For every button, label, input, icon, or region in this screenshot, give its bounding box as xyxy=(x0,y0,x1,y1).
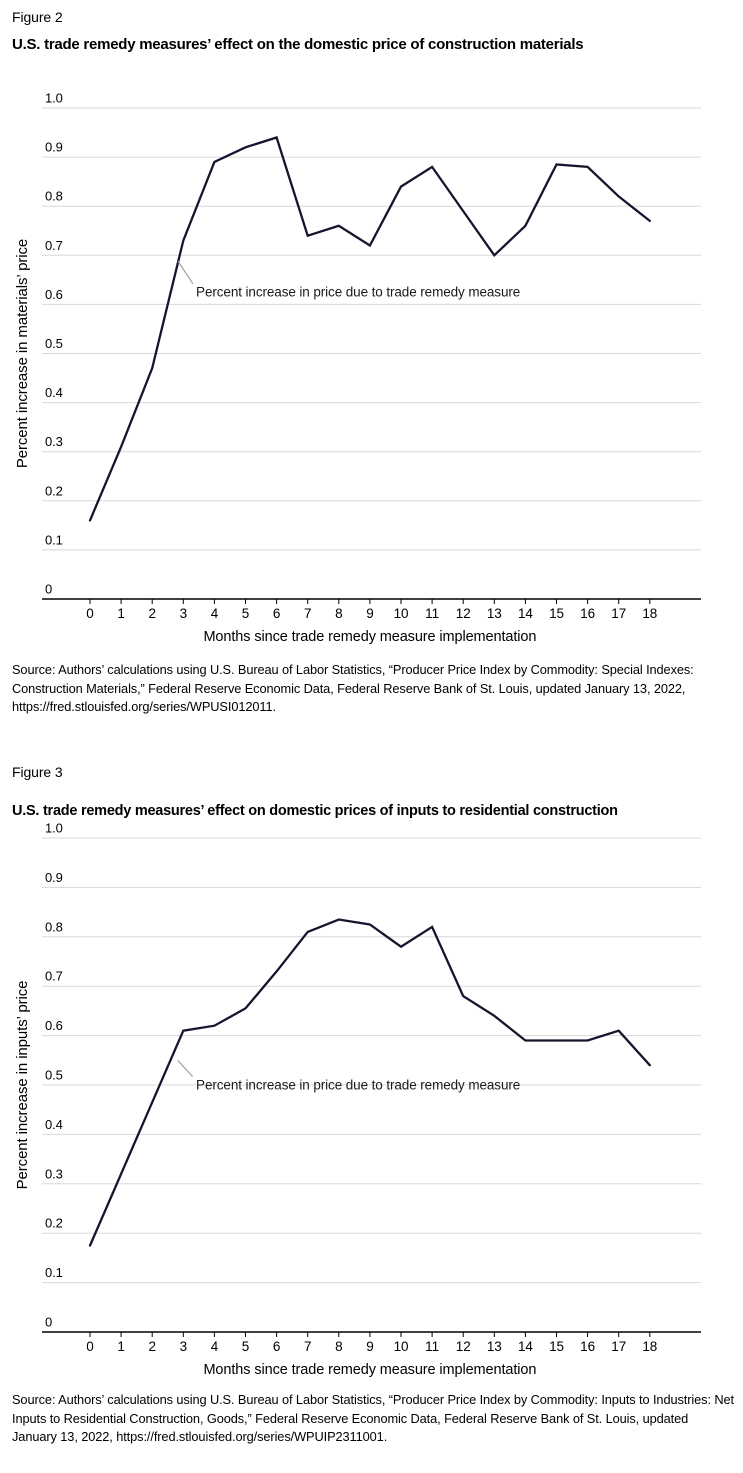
figure-3-title: U.S. trade remedy measures’ effect on do… xyxy=(12,803,618,819)
x-tick-label: 14 xyxy=(518,1339,533,1354)
y-tick-label: 0.4 xyxy=(45,385,63,400)
y-tick-label: 0.5 xyxy=(45,336,63,351)
x-tick-label: 14 xyxy=(518,606,533,621)
figure-2-label: Figure 2 xyxy=(12,9,63,25)
x-tick-label: 17 xyxy=(611,606,626,621)
x-tick-label: 5 xyxy=(242,1339,249,1354)
x-tick-label: 4 xyxy=(211,606,219,621)
y-tick-label: 0.3 xyxy=(45,434,63,449)
y-tick-label: 0.6 xyxy=(45,287,63,302)
x-axis-title: Months since trade remedy measure implem… xyxy=(203,1362,536,1378)
figure-3-label: Figure 3 xyxy=(12,764,63,780)
x-tick-label: 10 xyxy=(394,606,409,621)
x-tick-label: 3 xyxy=(180,606,187,621)
figure-2-title: U.S. trade remedy measures’ effect on th… xyxy=(12,36,584,53)
y-tick-label: 0 xyxy=(45,582,52,597)
series-line xyxy=(88,136,651,522)
annotation-label: Percent increase in price due to trade r… xyxy=(196,1078,520,1093)
y-tick-label: 0.4 xyxy=(45,1117,63,1132)
series-line xyxy=(88,918,651,1247)
y-tick-label: 0 xyxy=(45,1315,52,1330)
y-tick-label: 0.8 xyxy=(45,919,63,934)
y-tick-label: 0.2 xyxy=(45,483,63,498)
y-tick-label: 0.1 xyxy=(45,1265,63,1280)
annotation-leader-line xyxy=(177,1059,194,1078)
x-tick-label: 1 xyxy=(117,1339,124,1354)
figure-3-source: Source: Authors’ calculations using U.S.… xyxy=(12,1392,734,1444)
x-tick-label: 11 xyxy=(425,606,439,621)
x-tick-label: 0 xyxy=(86,1339,93,1354)
y-tick-label: 0.7 xyxy=(45,969,63,984)
x-tick-label: 13 xyxy=(487,1339,502,1354)
x-tick-label: 12 xyxy=(456,1339,471,1354)
x-tick-label: 4 xyxy=(211,1339,219,1354)
y-axis-title: Percent increase in inputs’ price xyxy=(14,981,31,1190)
figure-2-source: Source: Authors’ calculations using U.S.… xyxy=(12,662,694,714)
y-axis-title: Percent increase in materials’ price xyxy=(14,239,31,468)
x-tick-label: 16 xyxy=(580,1339,595,1354)
y-tick-label: 0.7 xyxy=(45,238,63,253)
x-tick-label: 13 xyxy=(487,606,502,621)
y-tick-label: 1.0 xyxy=(45,821,63,836)
x-tick-label: 11 xyxy=(425,1339,439,1354)
x-tick-label: 10 xyxy=(394,1339,409,1354)
x-tick-label: 7 xyxy=(304,1339,311,1354)
y-tick-label: 0.8 xyxy=(45,189,63,204)
x-tick-label: 3 xyxy=(180,1339,187,1354)
x-tick-label: 16 xyxy=(580,606,595,621)
x-tick-label: 7 xyxy=(304,606,311,621)
annotation-label: Percent increase in price due to trade r… xyxy=(196,285,520,300)
y-tick-label: 0.3 xyxy=(45,1166,63,1181)
y-tick-label: 0.6 xyxy=(45,1018,63,1033)
annotation-leader-line xyxy=(177,260,194,285)
x-tick-label: 8 xyxy=(335,606,342,621)
x-axis-title: Months since trade remedy measure implem… xyxy=(203,629,536,645)
x-tick-label: 9 xyxy=(366,1339,373,1354)
y-tick-label: 1.0 xyxy=(45,91,63,106)
y-tick-label: 0.1 xyxy=(45,532,63,547)
x-tick-label: 1 xyxy=(117,606,124,621)
y-tick-label: 0.5 xyxy=(45,1068,63,1083)
x-tick-label: 12 xyxy=(456,606,471,621)
x-tick-label: 9 xyxy=(366,606,373,621)
x-tick-label: 8 xyxy=(335,1339,342,1354)
x-tick-label: 0 xyxy=(86,606,93,621)
x-tick-label: 5 xyxy=(242,606,249,621)
x-tick-label: 15 xyxy=(549,1339,564,1354)
x-tick-label: 2 xyxy=(148,606,155,621)
x-tick-label: 6 xyxy=(273,1339,280,1354)
y-tick-label: 0.2 xyxy=(45,1216,63,1231)
x-tick-label: 18 xyxy=(642,1339,657,1354)
y-tick-label: 0.9 xyxy=(45,870,63,885)
x-tick-label: 2 xyxy=(148,1339,155,1354)
x-tick-label: 17 xyxy=(611,1339,626,1354)
y-tick-label: 0.9 xyxy=(45,140,63,155)
x-tick-label: 15 xyxy=(549,606,564,621)
x-tick-label: 6 xyxy=(273,606,280,621)
x-tick-label: 18 xyxy=(642,606,657,621)
